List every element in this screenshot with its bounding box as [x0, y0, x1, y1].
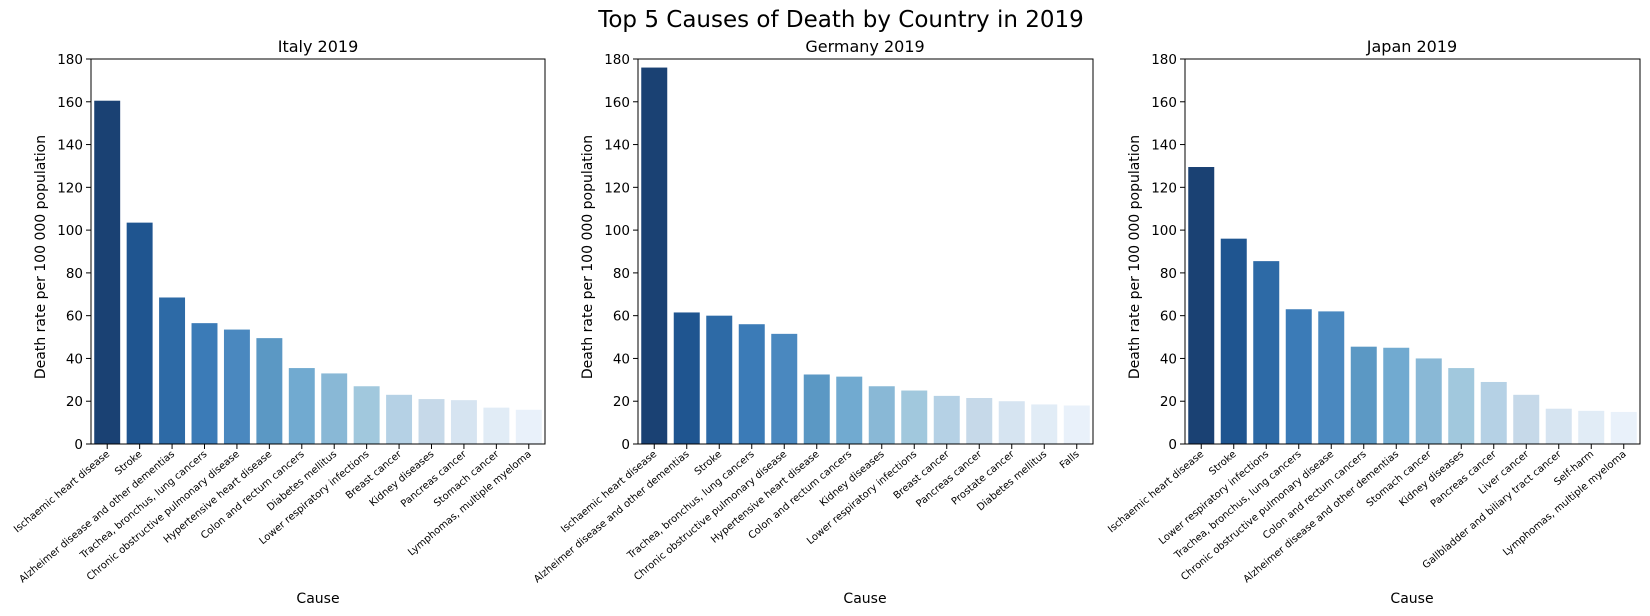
bar-12 — [450, 400, 477, 444]
y-tick-label: 100 — [604, 223, 630, 239]
y-tick-label: 180 — [604, 52, 630, 68]
bar-10 — [386, 394, 413, 444]
bar-2 — [1220, 238, 1247, 444]
chart-title: Germany 2019 — [805, 37, 924, 56]
y-tick-label: 100 — [57, 223, 83, 239]
y-tick-label: 160 — [604, 95, 630, 111]
bar-2 — [673, 312, 700, 444]
bar-3 — [1253, 261, 1280, 445]
bar-14 — [515, 409, 542, 444]
x-axis-label: Cause — [296, 591, 339, 607]
plot-frame — [1184, 58, 1641, 445]
y-tick-label: 40 — [1160, 351, 1177, 367]
y-tick-label: 140 — [1151, 138, 1177, 154]
bar-4 — [738, 324, 765, 444]
bar-7 — [288, 368, 315, 444]
bar-2 — [126, 222, 153, 444]
y-tick-label: 20 — [613, 394, 630, 410]
bar-9 — [353, 386, 380, 444]
y-tick-label: 0 — [621, 437, 630, 453]
y-tick-label: 120 — [604, 180, 630, 196]
x-axis-label: Cause — [1390, 591, 1433, 607]
plot-frame — [637, 58, 1094, 445]
y-axis-label: Death rate per 100 000 population — [33, 135, 49, 379]
y-tick-label: 80 — [66, 266, 83, 282]
bar-3 — [159, 297, 186, 444]
bar-11 — [966, 398, 993, 444]
bar-5 — [223, 329, 250, 444]
bar-12 — [1545, 408, 1572, 444]
figure-title: Top 5 Causes of Death by Country in 2019 — [597, 7, 1084, 33]
y-tick-label: 60 — [66, 309, 83, 325]
bar-1 — [641, 67, 668, 444]
bar-10 — [933, 395, 960, 445]
y-tick-label: 80 — [1160, 266, 1177, 282]
y-tick-label: 20 — [1160, 394, 1177, 410]
bar-3 — [706, 315, 733, 444]
bar-13 — [1031, 404, 1058, 444]
y-tick-label: 180 — [1151, 52, 1177, 68]
bar-5 — [1318, 311, 1345, 444]
bar-9 — [901, 390, 928, 444]
y-tick-label: 20 — [66, 394, 83, 410]
bar-8 — [321, 373, 348, 444]
y-tick-label: 180 — [57, 52, 83, 68]
y-tick-label: 120 — [57, 180, 83, 196]
y-tick-label: 60 — [613, 309, 630, 325]
y-axis-label: Death rate per 100 000 population — [580, 135, 596, 379]
plot-frame — [90, 58, 546, 445]
y-tick-label: 120 — [1151, 180, 1177, 196]
bar-1 — [1188, 167, 1215, 444]
bar-13 — [1578, 410, 1605, 444]
bar-11 — [1513, 394, 1540, 444]
bar-6 — [803, 374, 830, 444]
bar-7 — [1383, 347, 1410, 444]
chart-title: Japan 2019 — [1366, 37, 1457, 56]
y-tick-label: 0 — [1168, 437, 1177, 453]
y-tick-label: 160 — [57, 95, 83, 111]
bar-10 — [1480, 381, 1507, 444]
bar-14 — [1610, 411, 1637, 444]
y-axis-label: Death rate per 100 000 population — [1127, 135, 1143, 379]
y-tick-label: 140 — [57, 138, 83, 154]
bar-4 — [1285, 309, 1312, 444]
y-tick-label: 40 — [66, 351, 83, 367]
bar-5 — [771, 333, 798, 444]
chart-title: Italy 2019 — [278, 37, 359, 56]
bar-7 — [836, 376, 863, 445]
bar-12 — [998, 401, 1025, 444]
y-tick-label: 0 — [74, 437, 83, 453]
y-tick-label: 140 — [604, 138, 630, 154]
bar-11 — [418, 399, 445, 444]
bar-6 — [256, 338, 283, 445]
y-tick-label: 160 — [1151, 95, 1177, 111]
bar-6 — [1350, 346, 1377, 444]
bar-14 — [1063, 405, 1090, 444]
bar-8 — [1415, 358, 1442, 444]
y-tick-label: 40 — [613, 351, 630, 367]
bar-4 — [191, 323, 218, 444]
y-tick-label: 60 — [1160, 309, 1177, 325]
bar-9 — [1448, 368, 1475, 444]
x-axis-label: Cause — [843, 591, 886, 607]
y-tick-label: 80 — [613, 266, 630, 282]
bar-8 — [868, 386, 895, 444]
bar-1 — [94, 100, 121, 445]
bar-13 — [483, 407, 510, 444]
y-tick-label: 100 — [1151, 223, 1177, 239]
